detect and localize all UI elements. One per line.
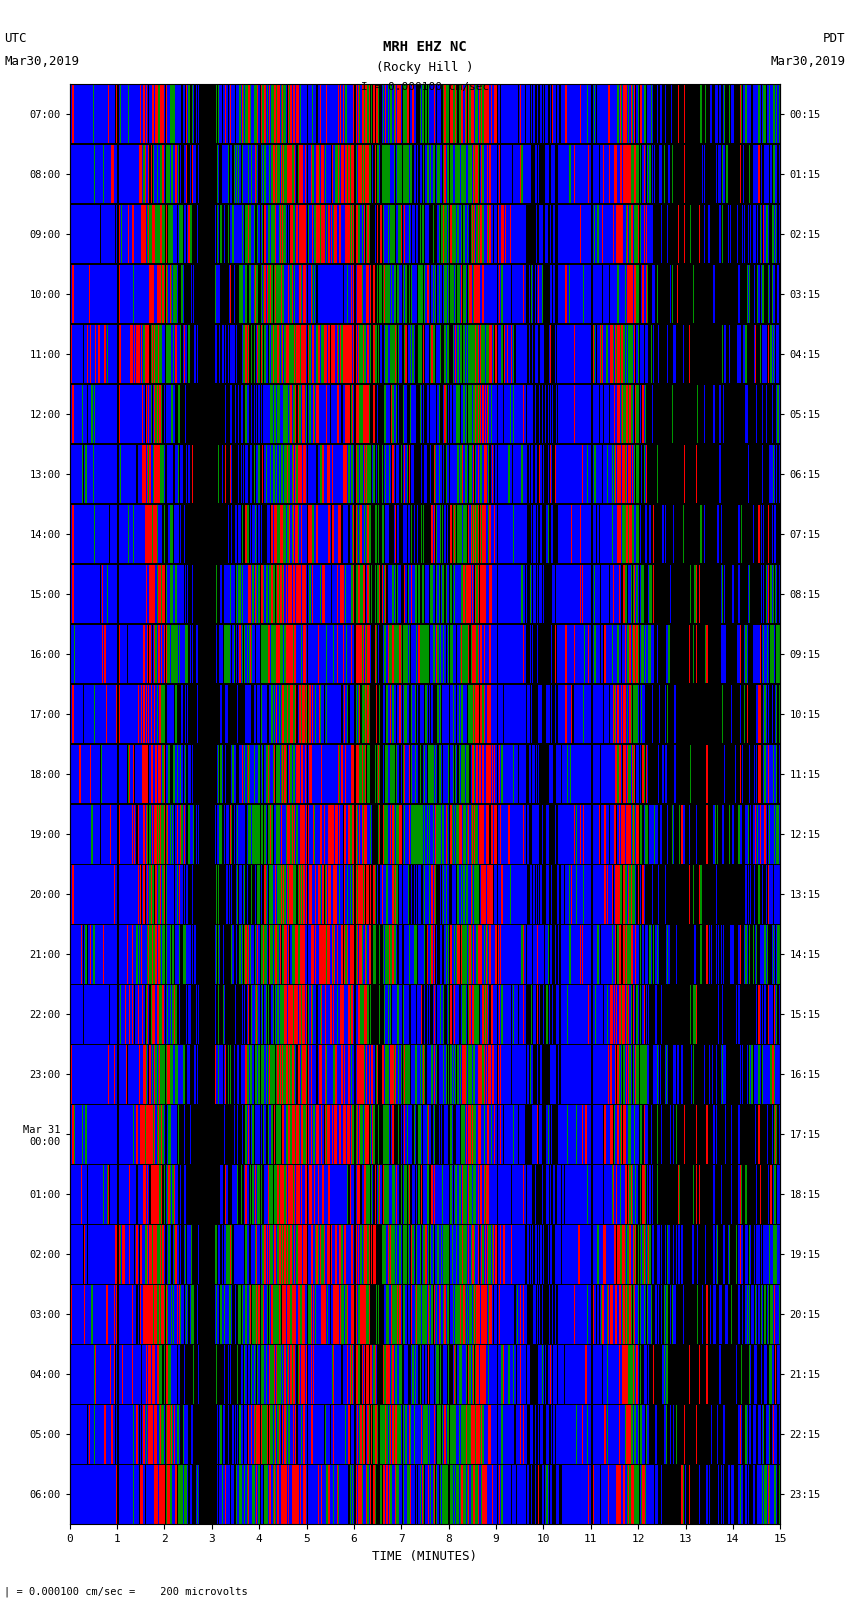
Text: PDT: PDT: [824, 32, 846, 45]
Text: | = 0.000100 cm/sec =    200 microvolts: | = 0.000100 cm/sec = 200 microvolts: [4, 1586, 248, 1597]
Text: I = 0.000100 cm/sec: I = 0.000100 cm/sec: [361, 82, 489, 92]
Text: Mar30,2019: Mar30,2019: [771, 55, 846, 68]
X-axis label: TIME (MINUTES): TIME (MINUTES): [372, 1550, 478, 1563]
Text: (Rocky Hill ): (Rocky Hill ): [377, 61, 473, 74]
Text: UTC: UTC: [4, 32, 26, 45]
Text: MRH EHZ NC: MRH EHZ NC: [383, 40, 467, 55]
Text: Mar30,2019: Mar30,2019: [4, 55, 79, 68]
